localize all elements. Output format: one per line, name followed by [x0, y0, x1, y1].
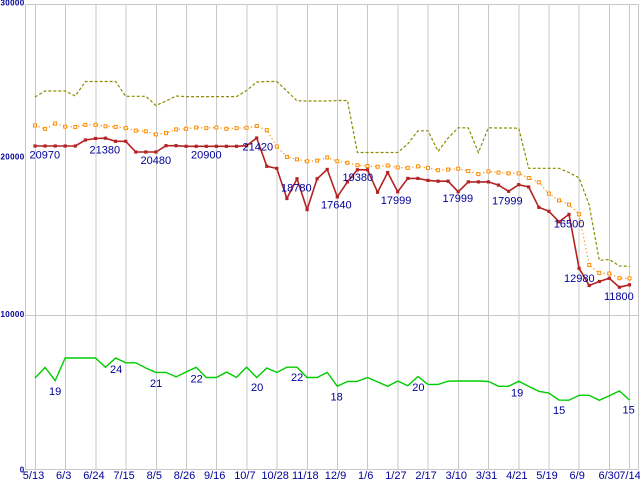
svg-text:4/21: 4/21 — [506, 470, 527, 480]
svg-text:19: 19 — [511, 388, 523, 400]
svg-text:8/5: 8/5 — [147, 470, 162, 480]
svg-text:9/16: 9/16 — [204, 470, 225, 480]
svg-text:24: 24 — [110, 364, 122, 376]
svg-text:17999: 17999 — [443, 193, 474, 205]
svg-text:2/17: 2/17 — [415, 470, 436, 480]
svg-text:5/19: 5/19 — [536, 470, 557, 480]
svg-text:8/26: 8/26 — [174, 470, 195, 480]
svg-text:6/3: 6/3 — [56, 470, 71, 480]
svg-text:22: 22 — [191, 374, 203, 386]
svg-text:20970: 20970 — [30, 150, 61, 162]
svg-text:10/7: 10/7 — [234, 470, 255, 480]
svg-text:20000: 20000 — [1, 153, 25, 162]
svg-text:10000: 10000 — [1, 310, 25, 319]
svg-text:20: 20 — [251, 382, 263, 394]
svg-text:17640: 17640 — [321, 200, 352, 212]
svg-text:6/9: 6/9 — [570, 470, 585, 480]
svg-text:18780: 18780 — [281, 183, 312, 195]
svg-text:30000: 30000 — [1, 0, 25, 8]
svg-text:6/24: 6/24 — [83, 470, 104, 480]
svg-text:20480: 20480 — [141, 155, 172, 167]
svg-text:1/6: 1/6 — [358, 470, 373, 480]
svg-text:20: 20 — [412, 382, 424, 394]
svg-text:19380: 19380 — [343, 172, 374, 184]
svg-text:7/15: 7/15 — [113, 470, 134, 480]
svg-text:21420: 21420 — [243, 142, 274, 154]
svg-text:21380: 21380 — [90, 145, 121, 157]
svg-text:3/31: 3/31 — [476, 470, 497, 480]
svg-text:12980: 12980 — [564, 273, 595, 285]
svg-text:22: 22 — [291, 372, 303, 384]
svg-text:19: 19 — [49, 386, 61, 398]
svg-text:18: 18 — [331, 392, 343, 404]
svg-text:5/13: 5/13 — [23, 470, 44, 480]
svg-text:17999: 17999 — [381, 195, 412, 207]
svg-text:12/9: 12/9 — [325, 470, 346, 480]
svg-text:17999: 17999 — [492, 196, 523, 208]
svg-text:6/30: 6/30 — [598, 470, 619, 480]
svg-text:11800: 11800 — [604, 291, 634, 303]
svg-text:15: 15 — [623, 405, 635, 417]
svg-text:11/18: 11/18 — [292, 470, 319, 480]
svg-text:3/10: 3/10 — [446, 470, 467, 480]
svg-text:15: 15 — [553, 405, 565, 417]
svg-text:10/28: 10/28 — [261, 470, 289, 480]
svg-text:21: 21 — [150, 378, 162, 390]
svg-text:1/27: 1/27 — [385, 470, 406, 480]
svg-text:7/14: 7/14 — [619, 470, 640, 480]
svg-text:0: 0 — [20, 466, 25, 475]
svg-text:16500: 16500 — [554, 219, 585, 231]
svg-text:20900: 20900 — [191, 150, 222, 162]
